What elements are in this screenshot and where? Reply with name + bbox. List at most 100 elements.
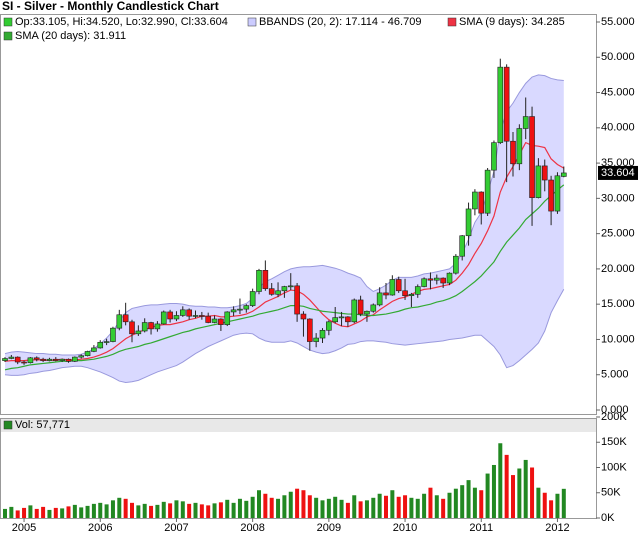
candle-body: [97, 341, 104, 349]
candle-body: [160, 311, 167, 325]
volume-y-tick-label: 200K: [601, 411, 627, 423]
candle-body: [180, 309, 186, 316]
volume-bar: [371, 497, 376, 518]
volume-bar: [53, 507, 58, 518]
volume-bar: [60, 508, 65, 518]
candle-body: [319, 329, 326, 339]
volume-bar: [333, 496, 338, 518]
candle-body: [262, 270, 269, 289]
volume-bar: [491, 464, 496, 518]
legend-swatch: [3, 17, 13, 27]
last-price-label: 33.604: [601, 167, 635, 179]
volume-bar: [193, 502, 198, 518]
volume-bar: [326, 498, 331, 518]
candle-body: [376, 292, 383, 306]
legend-swatch: [3, 420, 13, 430]
candle-body: [167, 311, 173, 320]
volume-bar: [123, 498, 128, 518]
candle-body: [414, 286, 421, 295]
candle-body: [560, 172, 567, 177]
candle-body: [472, 191, 478, 210]
volume-bar: [498, 443, 503, 518]
volume-bar: [110, 500, 115, 518]
volume-bar: [390, 490, 395, 518]
volume-bar: [282, 495, 287, 518]
volume-bar: [339, 499, 344, 518]
volume-bar: [28, 505, 33, 518]
volume-y-tick-label: 50K: [601, 487, 621, 499]
volume-bar: [460, 485, 465, 518]
candle-body: [192, 315, 199, 317]
volume-bar: [72, 504, 77, 518]
candle-body: [427, 278, 434, 281]
candle-body: [446, 272, 453, 284]
chart-title: SI - Silver - Monthly Candlestick Chart: [2, 0, 219, 13]
x-tick-label: 2009: [317, 522, 341, 534]
candle-body: [294, 285, 300, 315]
volume-bar: [504, 454, 509, 518]
legend-label: Op:33.105, Hi:34.520, Lo:32.990, Cl:33.6…: [15, 16, 228, 28]
candle-body: [395, 279, 402, 292]
volume-bar: [434, 495, 439, 518]
candle-body: [148, 322, 154, 330]
candle-body: [230, 309, 237, 313]
candle-body: [357, 299, 364, 315]
volume-bar: [377, 493, 382, 518]
candle-body: [154, 323, 161, 330]
candle-body: [332, 317, 339, 323]
volume-bar: [250, 496, 255, 518]
volume-bar: [168, 503, 173, 518]
volume-bar: [479, 490, 484, 518]
volume-bar: [41, 506, 46, 518]
volume-bar: [130, 502, 134, 518]
volume-bar: [206, 505, 211, 518]
volume-bar: [295, 488, 300, 518]
volume-bar: [453, 488, 458, 518]
y-tick-label: 10.000: [601, 333, 635, 345]
volume-bar: [428, 487, 433, 518]
candle-body: [408, 294, 415, 297]
candle-body: [52, 358, 59, 361]
volume-bar: [396, 496, 401, 518]
candle-body: [46, 358, 53, 361]
candle-body: [84, 351, 91, 356]
volume-bar: [320, 500, 325, 518]
candle-body: [478, 191, 485, 214]
y-tick-label: 30.000: [601, 192, 635, 204]
volume-bar: [155, 504, 160, 518]
volume-bar: [422, 493, 427, 518]
candle-body: [40, 358, 46, 361]
y-tick-label: 15.000: [601, 298, 635, 310]
volume-bar: [364, 500, 369, 518]
candle-body: [491, 142, 497, 171]
candle-body: [345, 316, 351, 323]
y-tick-label: 40.000: [601, 122, 635, 134]
candle-body: [275, 290, 281, 295]
volume-bar: [441, 498, 446, 518]
volume-bar: [47, 509, 52, 518]
candle-body: [218, 318, 224, 325]
candle-body: [141, 322, 148, 332]
x-tick-label: 2005: [12, 522, 36, 534]
candle-body: [78, 355, 84, 358]
candle-body: [402, 290, 408, 297]
candle-body: [370, 304, 377, 312]
candle-body: [497, 66, 504, 143]
candle-body: [326, 321, 332, 331]
volume-bar: [409, 497, 414, 518]
volume-bar: [530, 467, 535, 518]
volume-bar: [142, 503, 147, 518]
candle-body: [103, 341, 110, 343]
x-tick-label: 2010: [393, 522, 417, 534]
volume-bar: [180, 501, 185, 518]
x-tick-label: 2006: [88, 522, 112, 534]
volume-bar: [174, 500, 179, 518]
volume-bar: [523, 459, 528, 518]
volume-bar: [3, 508, 7, 518]
volume-bar: [218, 502, 223, 518]
volume-bar: [472, 487, 477, 518]
y-tick-label: 5.000: [601, 369, 629, 381]
candle-body: [300, 313, 307, 320]
candle-body: [21, 361, 27, 364]
candle-body: [383, 292, 389, 296]
